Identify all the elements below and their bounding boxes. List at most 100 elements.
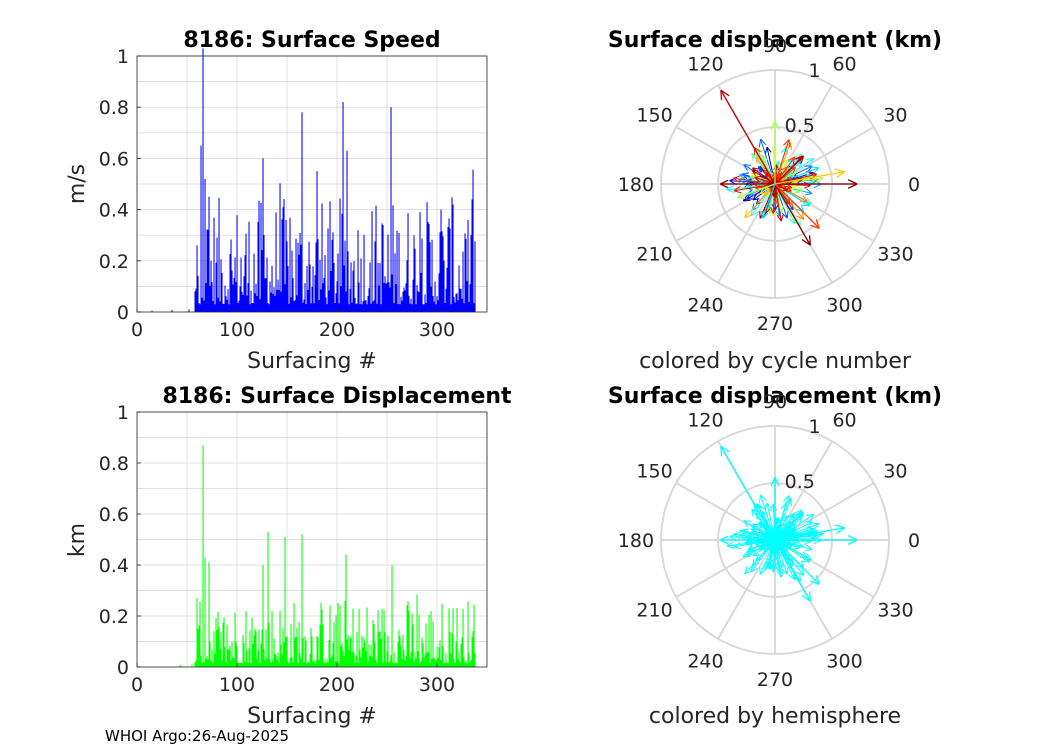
bar [452,204,454,312]
arrow-head [739,174,746,180]
bar [402,634,404,667]
bar [258,629,260,667]
bar [411,613,413,667]
arrow-head [759,188,764,194]
bar [249,304,251,312]
bar [280,644,282,667]
compass-cycle-arrows [719,89,858,246]
bar [217,611,219,667]
displacement-chart: 8186: Surface Displacement 0 100 200 300 0 0.… [65,384,512,729]
arrow-head [720,89,730,97]
bar [204,557,206,667]
bar [385,661,387,667]
bar [406,605,408,667]
arrow-head [847,535,858,541]
arrow-head [810,224,820,229]
arrow-head [720,446,723,457]
displacement-arrow [774,156,804,185]
arrow-head [752,194,757,201]
bar [454,663,456,667]
compass-hemisphere-title: Surface displacement (km) [608,384,942,409]
bar [237,662,239,667]
arrow-head [739,530,746,536]
bar [211,649,213,667]
bar [269,659,271,667]
bar [199,601,201,667]
bar [249,630,251,667]
bar [211,282,213,312]
arrow-head [753,147,761,153]
y-tick-label: 0.8 [99,453,129,475]
bar [461,298,463,312]
bar [439,640,441,667]
bar [245,611,247,667]
bar [436,295,438,312]
bar [398,233,400,312]
bar [378,632,380,667]
bar [370,303,372,312]
polar-angle-label: 210 [636,244,672,266]
arrow-head [786,566,789,575]
y-tick-label: 1 [117,46,129,68]
bar [419,212,421,312]
arrow-head [754,175,761,178]
arrow-head [749,532,755,538]
bar [466,281,468,312]
bar [423,304,425,312]
bar [445,653,447,667]
bar [462,251,464,312]
bar [343,656,345,667]
arrow-head [796,190,804,193]
bar [386,282,388,312]
bar [322,624,324,667]
displacement-arrow [774,173,781,185]
arrow-head [752,550,757,557]
bar [222,303,224,312]
arrow-head [743,520,748,528]
arrow-head [772,209,777,217]
arrow-head [752,167,759,170]
arrow-head [812,167,820,174]
bar [441,603,443,667]
arrow-head [733,541,741,548]
bar [238,663,240,667]
arrow-head [771,172,775,178]
bar [267,531,269,667]
arrow-head [780,147,787,154]
bar [319,259,321,312]
arrow-head [754,532,760,538]
polar-spoke [717,183,776,284]
bar [318,299,320,312]
bar [234,257,236,312]
bar [358,608,360,667]
speed-y-label: m/s [65,164,90,204]
bar [365,650,367,667]
polar-angle-label: 150 [636,104,672,126]
arrow-head [726,184,735,191]
arrow-head [765,528,768,534]
compass-hemisphere-chart: Surface displacement (km) 0 30 60 90 120 150 1… [608,384,942,729]
arrow-head [772,563,777,570]
arrow-head [762,510,768,517]
arrow-head [743,164,748,172]
bar [198,625,200,667]
bar [325,297,327,312]
bar [271,265,273,312]
bar [417,291,419,312]
bar [344,600,346,667]
arrow-head [806,188,813,194]
bar [307,290,309,312]
arrow-head [788,553,791,561]
bar [292,278,294,312]
arrow-head [815,533,824,539]
arrow-head [753,554,760,557]
bar [358,282,360,312]
bar [367,296,369,312]
bar [250,663,252,667]
bar [310,627,312,667]
displacement-arrow [774,512,804,541]
bar [403,287,405,312]
bar [257,650,259,667]
arrow-head [808,591,811,602]
bar [303,299,305,312]
